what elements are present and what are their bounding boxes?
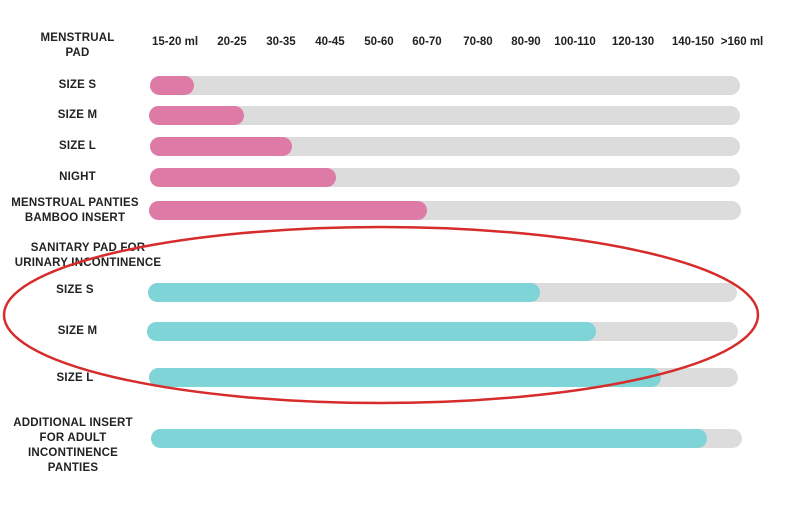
bar-label: SIZE L (56, 372, 94, 384)
tick-label: 140-150 (671, 36, 715, 48)
bar-track (149, 106, 740, 125)
tick-label: 70-80 (463, 36, 493, 48)
bar-track (151, 429, 742, 448)
bar-fill (149, 106, 244, 125)
tick-label: 120-130 (611, 36, 655, 48)
bar-label: MENSTRUAL PANTIES BAMBOO INSERT (11, 197, 139, 224)
bar-fill (149, 201, 428, 220)
bar-fill (151, 429, 707, 448)
axis-title: MENSTRUAL PAD (40, 32, 115, 59)
highlight-ellipse-shape (2, 225, 760, 405)
tick-label: 50-60 (364, 36, 394, 48)
bar-label: SIZE M (57, 325, 98, 337)
bar-label: SIZE L (59, 140, 96, 152)
bar-fill (149, 368, 662, 387)
tick-label: 100-110 (554, 36, 596, 48)
bar-track (150, 137, 740, 156)
bar-track (150, 168, 740, 187)
group-label: SANITARY PAD FOR URINARY INCONTINENCE (14, 242, 162, 269)
tick-label: >160 ml (720, 36, 764, 48)
bar-track (149, 368, 738, 387)
bar-track (150, 76, 740, 95)
tick-label: 30-35 (266, 36, 296, 48)
tick-label: 15-20 ml (151, 36, 199, 48)
tick-label: 60-70 (412, 36, 442, 48)
bar-fill (147, 322, 597, 341)
tick-label: 20-25 (217, 36, 247, 48)
tick-label: 80-90 (511, 36, 541, 48)
tick-label: 40-45 (315, 36, 345, 48)
bar-track (149, 201, 741, 220)
bar-fill (148, 283, 540, 302)
bar-fill (150, 168, 336, 187)
bar-label: NIGHT (59, 171, 96, 183)
bar-label: SIZE S (56, 284, 94, 296)
bar-label: SIZE M (57, 109, 98, 121)
bar-track (148, 283, 737, 302)
bar-fill (150, 137, 292, 156)
bar-track (147, 322, 738, 341)
bar-label: ADDITIONAL INSERT FOR ADULT INCONTINENCE… (13, 417, 133, 474)
bar-label: SIZE S (58, 79, 97, 91)
bar-fill (150, 76, 195, 95)
